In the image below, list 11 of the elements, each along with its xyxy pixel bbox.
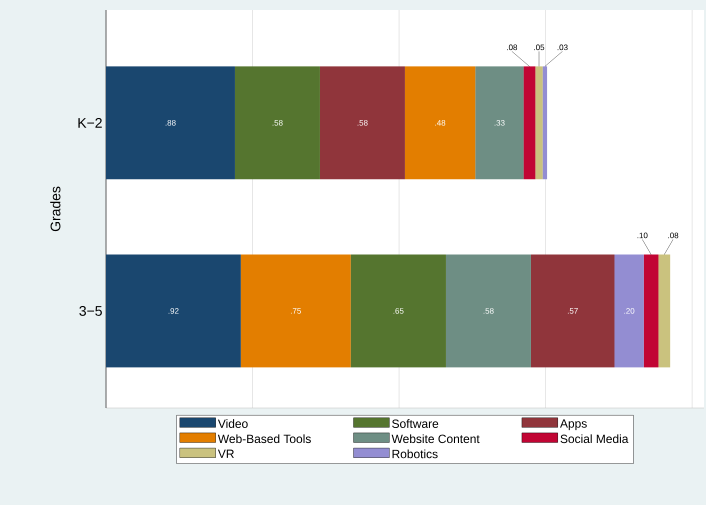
legend-label: Software	[392, 419, 438, 428]
y-tick-label: K−2	[78, 118, 102, 128]
y-tick-label: 3−5	[79, 306, 102, 316]
legend-label: Website Content	[392, 434, 480, 444]
legend-label: Social Media	[560, 434, 628, 444]
y-axis-title: Grades	[50, 186, 60, 232]
legend-label: VR	[218, 450, 234, 458]
legend-label: Video	[218, 419, 248, 428]
legend-label: Robotics	[392, 449, 438, 458]
legend-label: Apps	[560, 419, 587, 430]
legend-label: Web-Based Tools	[218, 434, 311, 444]
